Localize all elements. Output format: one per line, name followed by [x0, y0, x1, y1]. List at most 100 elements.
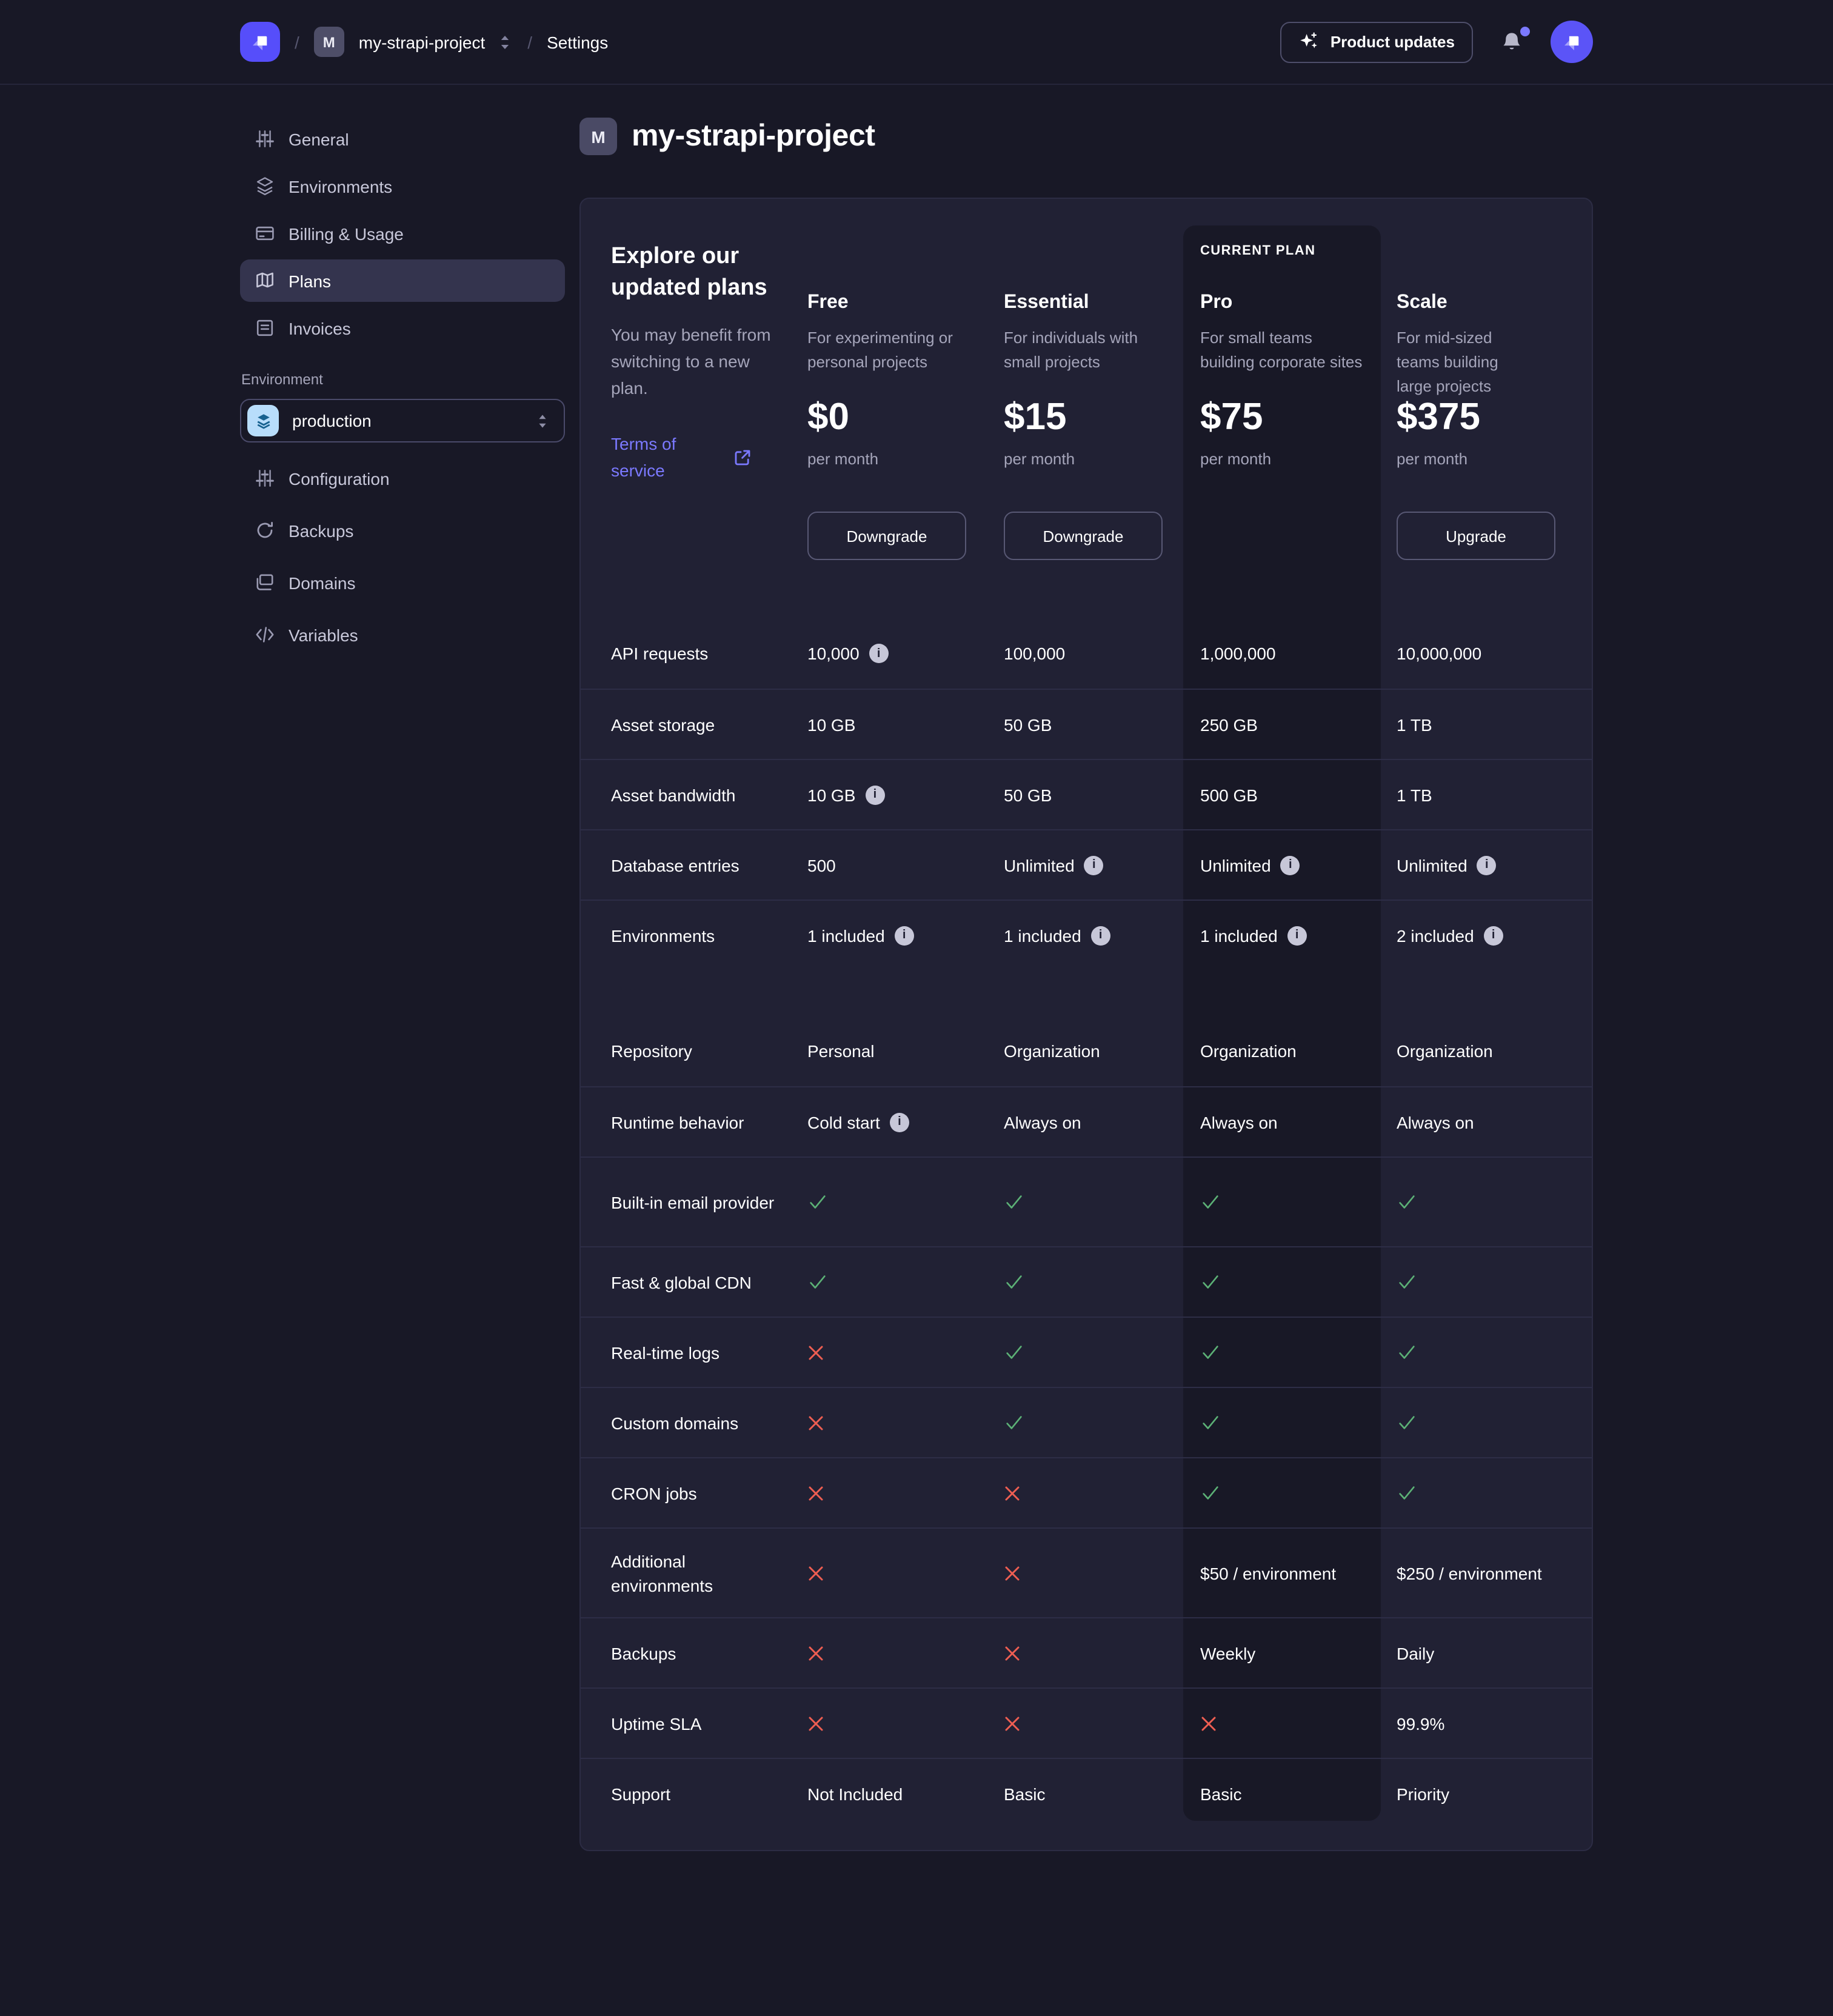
plan-cell-value: 1 included: [807, 926, 885, 945]
plan-column-free: Free For experimenting or personal proje…: [807, 225, 1004, 618]
check-icon: [1399, 1416, 1415, 1429]
plan-period: per month: [1004, 450, 1075, 468]
info-icon[interactable]: i: [865, 785, 885, 804]
cross-icon: [809, 1566, 823, 1580]
plan-cell-value: Priority: [1397, 1784, 1450, 1803]
plan-cell-value: 500 GB: [1200, 785, 1258, 804]
plan-cell-value: Cold start: [807, 1112, 880, 1132]
plan-cell: 10 GB: [807, 715, 1004, 734]
plan-cell: 100,000: [1004, 644, 1200, 663]
plan-cell: Organization: [1004, 1041, 1200, 1061]
plan-cell: Not Included: [807, 1784, 1004, 1803]
plan-price: $15: [1004, 395, 1067, 438]
sidebar-item-billing-usage[interactable]: Billing & Usage: [240, 212, 565, 255]
info-icon[interactable]: i: [1090, 926, 1110, 945]
feature-label: Built-in email provider: [611, 1192, 775, 1212]
plan-cell: 1 TB: [1397, 785, 1563, 804]
plan-cell-value: 10,000,000: [1397, 644, 1482, 663]
sidebar-item-configuration[interactable]: Configuration: [240, 457, 565, 499]
top-navbar: / M my-strapi-project / Settings Product…: [0, 0, 1833, 85]
info-icon[interactable]: i: [1084, 855, 1104, 875]
user-avatar[interactable]: [1551, 21, 1593, 63]
info-icon[interactable]: i: [889, 1112, 909, 1132]
environment-select[interactable]: production: [240, 399, 565, 442]
chevron-updown-icon: [539, 414, 546, 427]
feature-label: Repository: [611, 1041, 692, 1061]
table-row: Repository Personal Organization Organizati…: [581, 1016, 1592, 1086]
current-plan-badge: CURRENT PLAN: [1200, 244, 1316, 258]
table-row: Environments 1 included i 1 included i 1 incl…: [581, 900, 1592, 970]
plan-price: $375: [1397, 395, 1480, 438]
sidebar-item-environments[interactable]: Environments: [240, 165, 565, 207]
plan-cell: 1 TB: [1397, 715, 1563, 734]
feature-label: Backups: [611, 1643, 676, 1663]
plan-cell-value: Not Included: [807, 1784, 903, 1803]
downgrade-button-free[interactable]: Downgrade: [807, 512, 966, 560]
plan-cell-value: 100,000: [1004, 644, 1066, 663]
plan-name: Essential: [1004, 292, 1089, 313]
plan-cell: 50 GB: [1004, 715, 1200, 734]
plan-cell: [1004, 1644, 1200, 1661]
sidebar-item-invoices[interactable]: Invoices: [240, 307, 565, 349]
plan-cell: $50 / environment: [1200, 1563, 1397, 1583]
plan-price: $75: [1200, 395, 1263, 438]
feature-label: Database entries: [611, 855, 740, 875]
check-icon: [810, 1275, 826, 1289]
table-section-gap: [581, 970, 1592, 1016]
sidebar-item-variables[interactable]: Variables: [240, 613, 565, 656]
breadcrumb-settings[interactable]: Settings: [547, 32, 609, 52]
info-icon[interactable]: i: [1483, 926, 1503, 945]
plan-cell: [1397, 1483, 1563, 1503]
feature-label: CRON jobs: [611, 1483, 697, 1503]
plan-cell: Basic: [1200, 1784, 1397, 1803]
cross-icon: [809, 1716, 823, 1731]
info-icon[interactable]: i: [1280, 855, 1300, 875]
downgrade-button-essential[interactable]: Downgrade: [1004, 512, 1163, 560]
plan-cell: $250 / environment: [1397, 1563, 1563, 1583]
page-title: M my-strapi-project: [579, 118, 1593, 155]
plan-cell: [807, 1192, 1004, 1212]
plan-cell: [1004, 1564, 1200, 1581]
main-content: M my-strapi-project Explore our updated …: [565, 118, 1593, 1851]
plan-cell: [1200, 1272, 1397, 1292]
sidebar-item-plans[interactable]: Plans: [240, 259, 565, 302]
breadcrumb-project-name[interactable]: my-strapi-project: [358, 32, 486, 52]
info-icon[interactable]: i: [869, 644, 889, 663]
strapi-logo[interactable]: [240, 22, 280, 62]
folder-icon: [256, 574, 273, 590]
plan-cell: [807, 1272, 1004, 1292]
notifications-bell-icon[interactable]: [1500, 26, 1530, 54]
plan-cell: [807, 1715, 1004, 1732]
table-row: Additional environments $50 / environment…: [581, 1527, 1592, 1617]
external-link-icon[interactable]: [732, 447, 753, 467]
product-updates-button[interactable]: Product updates: [1280, 21, 1473, 62]
plan-description: For small teams building corporate sites: [1200, 329, 1363, 371]
plan-cell: [807, 1564, 1004, 1581]
project-switcher-icon[interactable]: [497, 33, 513, 50]
plan-period: per month: [807, 450, 879, 468]
sidebar-item-general[interactable]: General: [240, 118, 565, 160]
info-icon[interactable]: i: [1287, 926, 1307, 945]
plan-price: $0: [807, 395, 849, 438]
plan-period: per month: [1200, 450, 1272, 468]
info-icon[interactable]: i: [894, 926, 914, 945]
terms-of-service-link[interactable]: Terms of service: [611, 434, 676, 480]
environment-select-value: production: [292, 411, 372, 430]
breadcrumb: / M my-strapi-project / Settings: [240, 22, 608, 62]
table-row: Uptime SLA 99.9%: [581, 1687, 1592, 1758]
layers-blue-icon: [247, 405, 279, 436]
plan-cell: Basic: [1004, 1784, 1200, 1803]
sidebar-item-backups[interactable]: Backups: [240, 509, 565, 552]
check-icon: [1399, 1195, 1415, 1209]
plans-intro-title: Explore our updated plans: [611, 244, 767, 301]
plan-cell: [1200, 1483, 1397, 1503]
info-icon[interactable]: i: [1477, 855, 1497, 875]
sidebar-item-domains[interactable]: Domains: [240, 561, 565, 604]
breadcrumb-separator: /: [295, 32, 299, 52]
feature-label: Asset bandwidth: [611, 785, 736, 804]
table-row: Backups Weekly Daily: [581, 1617, 1592, 1687]
upgrade-button-scale[interactable]: Upgrade: [1397, 512, 1555, 560]
plan-cell: [1004, 1342, 1200, 1363]
plan-name: Free: [807, 292, 849, 313]
